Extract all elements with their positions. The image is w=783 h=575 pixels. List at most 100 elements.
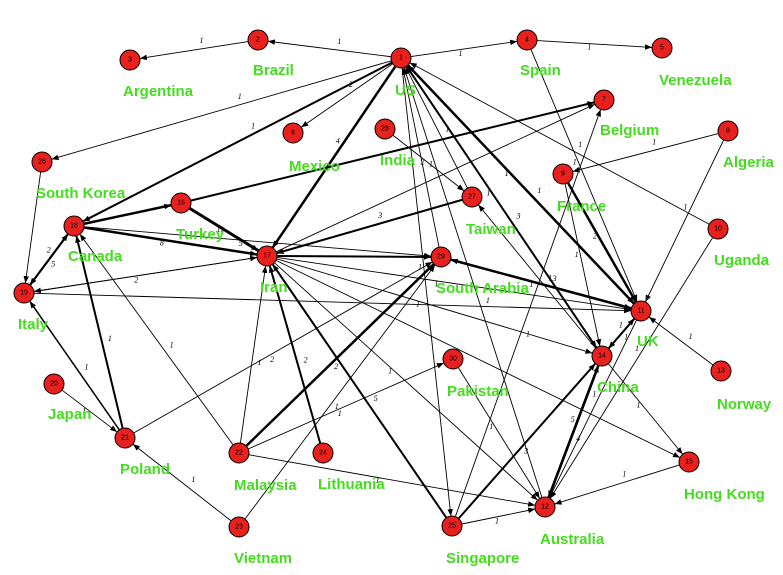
edge-10-1 (409, 62, 710, 225)
node-label-3: Argentina (123, 83, 194, 100)
node-circle[interactable] (552, 163, 574, 185)
node-25[interactable]: 25 (441, 515, 463, 537)
node-id: 11 (637, 308, 644, 315)
node-circle[interactable] (651, 37, 673, 59)
edge-weight-14-1: 3 (516, 212, 521, 221)
node-circle[interactable] (312, 442, 334, 464)
node-id: 14 (598, 353, 606, 360)
edge-weight-9-14: 1 (575, 250, 579, 259)
node-id: 15 (685, 459, 693, 466)
node-circle[interactable] (114, 427, 136, 449)
edge-weight-11-14: 1 (619, 320, 623, 329)
edge-14-27 (477, 204, 597, 349)
node-26[interactable]: 26 (31, 151, 53, 173)
node-11[interactable]: 11 (630, 300, 652, 322)
node-circle[interactable] (247, 29, 269, 51)
node-label-14: China (597, 379, 639, 396)
node-7[interactable]: 7 (593, 89, 615, 111)
node-circle[interactable] (31, 151, 53, 173)
node-id: 18 (70, 223, 78, 230)
node-circle[interactable] (710, 360, 732, 382)
node-15[interactable]: 15 (678, 451, 700, 473)
node-circle[interactable] (170, 192, 192, 214)
node-30[interactable]: 30 (442, 348, 464, 370)
nodes-layer: 1234567891011131415161718192021222324252… (13, 29, 739, 538)
node-17[interactable]: 17 (256, 245, 278, 267)
node-14[interactable]: 14 (591, 345, 613, 367)
edge-weight-17-11: 1 (434, 280, 438, 289)
edge-weight-11-12: 1 (592, 390, 596, 399)
node-1[interactable]: 1 (390, 47, 412, 69)
node-2[interactable]: 2 (247, 29, 269, 51)
node-9[interactable]: 9 (552, 163, 574, 185)
node-circle[interactable] (534, 496, 556, 518)
edge-25-7 (454, 109, 602, 517)
edge-weight-1-26: 1 (238, 92, 242, 101)
edge-22-29 (245, 263, 435, 447)
edge-weight-22-12: 1 (376, 476, 380, 485)
node-circle[interactable] (593, 89, 615, 111)
node-id: 24 (319, 450, 327, 457)
node-13[interactable]: 13 (710, 360, 732, 382)
node-circle[interactable] (63, 215, 85, 237)
edge-27-1 (405, 66, 468, 189)
edge-weight-1-18: 1 (251, 121, 255, 130)
node-24[interactable]: 24 (312, 442, 334, 464)
edge-weight-27-17: 3 (377, 211, 382, 220)
node-circle[interactable] (707, 218, 729, 240)
edge-weight-18-29: 5 (239, 239, 243, 248)
node-label-25: Singapore (446, 550, 519, 567)
node-21[interactable]: 21 (114, 427, 136, 449)
edge-weight-22-29: 2 (334, 362, 338, 371)
node-circle[interactable] (43, 373, 65, 395)
node-4[interactable]: 4 (516, 29, 538, 51)
node-12[interactable]: 12 (534, 496, 556, 518)
node-8[interactable]: 8 (717, 120, 739, 142)
node-circle[interactable] (374, 118, 396, 140)
node-5[interactable]: 5 (651, 37, 673, 59)
node-18[interactable]: 18 (63, 215, 85, 237)
node-6[interactable]: 6 (282, 122, 304, 144)
edge-23-21 (132, 443, 232, 522)
node-label-1: US (395, 82, 416, 99)
node-circle[interactable] (630, 300, 652, 322)
node-circle[interactable] (430, 246, 452, 268)
node-circle[interactable] (228, 442, 250, 464)
node-circle[interactable] (717, 120, 739, 142)
node-23[interactable]: 23 (228, 516, 250, 538)
edge-8-9 (572, 133, 719, 173)
edge-1-14 (406, 66, 597, 348)
node-10[interactable]: 10 (707, 218, 729, 240)
node-27[interactable]: 27 (461, 186, 483, 208)
edge-22-17 (239, 265, 268, 444)
node-28[interactable]: 28 (374, 118, 396, 140)
edge-weight-17-12: 1 (388, 366, 392, 375)
node-circle[interactable] (461, 186, 483, 208)
edge-2-3 (139, 41, 249, 61)
node-20[interactable]: 20 (43, 373, 65, 395)
node-29[interactable]: 29 (430, 246, 452, 268)
node-circle[interactable] (256, 245, 278, 267)
node-id: 10 (714, 226, 722, 233)
node-circle[interactable] (119, 49, 141, 71)
edge-weight-18-19: 2 (47, 246, 51, 255)
node-circle[interactable] (13, 282, 35, 304)
edge-30-12 (457, 367, 541, 499)
edge-22-30 (247, 362, 445, 450)
node-circle[interactable] (591, 345, 613, 367)
edge-18-17 (83, 226, 258, 257)
node-19[interactable]: 19 (13, 282, 35, 304)
node-circle[interactable] (228, 516, 250, 538)
node-circle[interactable] (441, 515, 463, 537)
node-circle[interactable] (678, 451, 700, 473)
node-circle[interactable] (282, 122, 304, 144)
edge-weight-23-29: 1 (335, 402, 339, 411)
node-label-10: Uganda (714, 252, 770, 269)
node-16[interactable]: 16 (170, 192, 192, 214)
node-3[interactable]: 3 (119, 49, 141, 71)
node-22[interactable]: 22 (228, 442, 250, 464)
node-circle[interactable] (390, 47, 412, 69)
edge-29-1 (401, 67, 440, 248)
node-circle[interactable] (516, 29, 538, 51)
node-circle[interactable] (442, 348, 464, 370)
